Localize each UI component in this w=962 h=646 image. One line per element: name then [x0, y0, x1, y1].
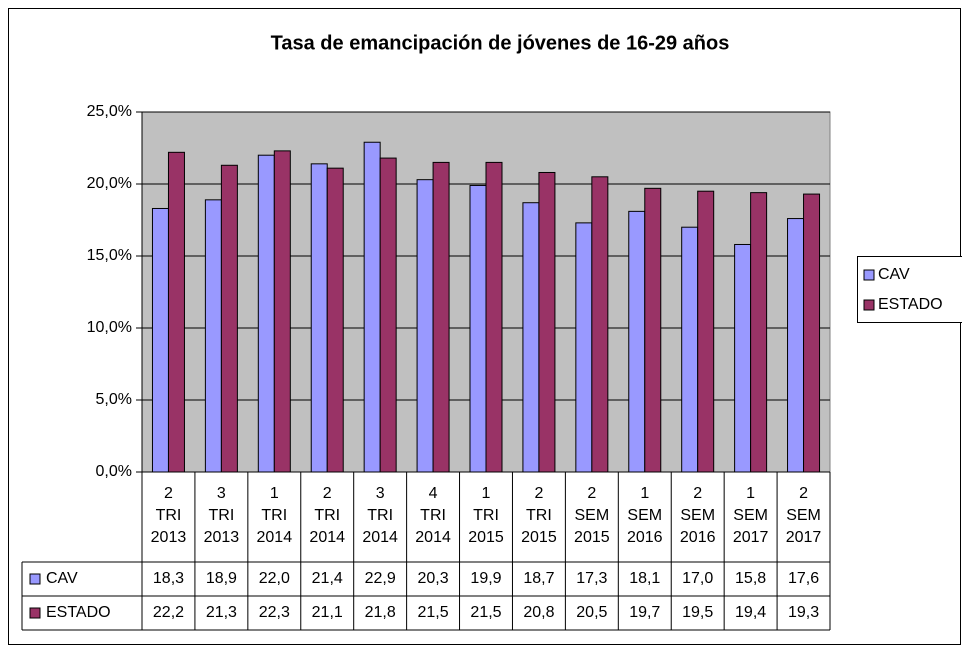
table-value: 21,3: [206, 604, 237, 621]
bar: [204, 199, 222, 473]
bar: [538, 171, 556, 473]
table-value: 21,1: [312, 604, 343, 621]
bar: [220, 164, 238, 473]
bar: [485, 161, 503, 473]
x-tick-label: 1 TRI 2014: [257, 485, 293, 546]
table-value: 19,4: [735, 604, 766, 621]
table-value: 18,7: [523, 570, 554, 587]
y-tick-label: 0,0%: [96, 463, 132, 480]
table-value: 21,4: [312, 570, 343, 587]
legend-label: ESTADO: [878, 296, 943, 313]
legend-key: [29, 607, 41, 619]
x-tick-label: 3 TRI 2014: [362, 485, 398, 546]
bar: [787, 218, 805, 473]
x-tick-label: 4 TRI 2014: [415, 485, 451, 546]
legend-key: [863, 269, 875, 281]
table-value: 22,9: [365, 570, 396, 587]
table-value: 18,1: [629, 570, 660, 587]
x-tick-label: 1 SEM 2017: [733, 485, 769, 546]
table-value: 18,9: [206, 570, 237, 587]
table-value: 17,0: [682, 570, 713, 587]
y-tick-label: 10,0%: [87, 319, 132, 336]
table-value: 19,7: [629, 604, 660, 621]
y-tick-label: 5,0%: [96, 391, 132, 408]
bar: [522, 202, 540, 473]
x-tick-label: 2 SEM 2015: [574, 485, 610, 546]
bar: [697, 190, 715, 473]
table-value: 19,3: [788, 604, 819, 621]
bar: [432, 161, 450, 473]
y-tick-label: 20,0%: [87, 175, 132, 192]
y-tick-label: 15,0%: [87, 247, 132, 264]
legend-box: [857, 256, 962, 323]
table-value: 20,5: [576, 604, 607, 621]
x-tick-label: 2 TRI 2015: [521, 485, 557, 546]
table-value: 20,8: [523, 604, 554, 621]
bar: [379, 157, 397, 473]
table-value: 19,5: [682, 604, 713, 621]
bar: [803, 193, 821, 473]
bar: [469, 184, 487, 473]
table-value: 15,8: [735, 570, 766, 587]
bar: [257, 154, 275, 473]
x-tick-label: 2 TRI 2014: [309, 485, 345, 546]
table-value: 21,8: [365, 604, 396, 621]
x-tick-label: 1 SEM 2016: [627, 485, 663, 546]
bar: [363, 141, 381, 473]
bar: [167, 151, 185, 473]
bar: [575, 222, 593, 473]
legend-key: [29, 573, 41, 585]
table-value: 18,3: [153, 570, 184, 587]
x-tick-label: 3 TRI 2013: [204, 485, 240, 546]
chart-title: Tasa de emancipación de jóvenes de 16-29…: [271, 32, 730, 54]
x-tick-label: 2 SEM 2016: [680, 485, 716, 546]
bar: [734, 243, 752, 473]
table-value: 22,3: [259, 604, 290, 621]
bar: [644, 187, 662, 473]
bar: [628, 210, 646, 473]
legend-label: CAV: [878, 266, 910, 283]
y-tick-label: 25,0%: [87, 103, 132, 120]
table-value: 21,5: [470, 604, 501, 621]
table-series-name: ESTADO: [46, 604, 111, 621]
bar: [591, 176, 609, 473]
table-value: 22,0: [259, 570, 290, 587]
bar: [681, 226, 699, 473]
table-value: 17,6: [788, 570, 819, 587]
bar: [151, 207, 169, 473]
bar: [310, 163, 328, 473]
bar: [326, 167, 344, 473]
bar: [416, 179, 434, 473]
bar: [750, 192, 768, 473]
table-value: 21,5: [418, 604, 449, 621]
table-value: 19,9: [470, 570, 501, 587]
table-value: 20,3: [418, 570, 449, 587]
table-series-name: CAV: [46, 570, 78, 587]
x-tick-label: 1 TRI 2015: [468, 485, 504, 546]
x-tick-label: 2 SEM 2017: [786, 485, 822, 546]
table-value: 17,3: [576, 570, 607, 587]
bar: [273, 150, 291, 473]
legend-key: [863, 299, 875, 311]
x-tick-label: 2 TRI 2013: [151, 485, 187, 546]
table-value: 22,2: [153, 604, 184, 621]
